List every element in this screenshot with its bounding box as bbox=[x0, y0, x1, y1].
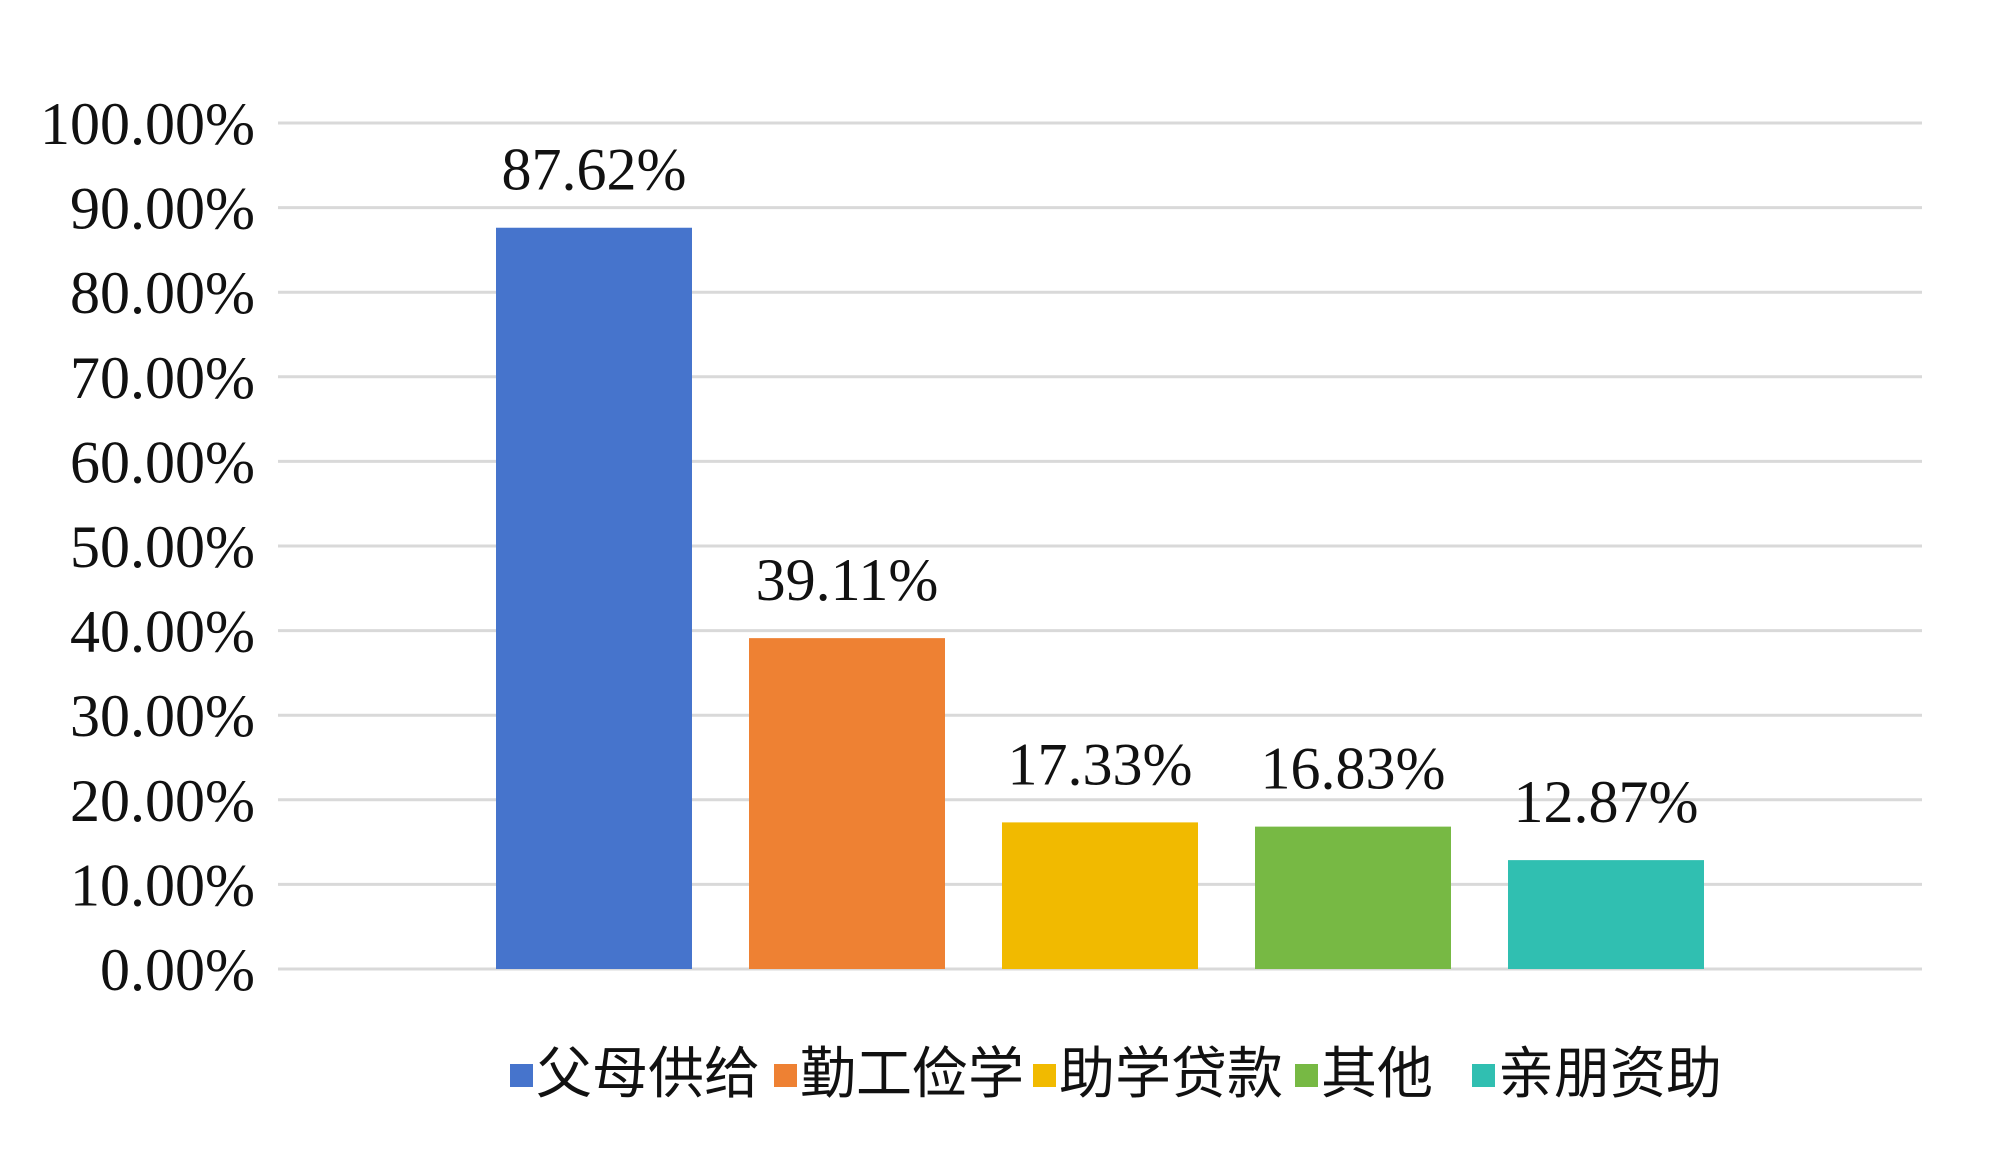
legend-item: 父母供给 bbox=[510, 1047, 760, 1103]
legend-label: 助学贷款 bbox=[1059, 1042, 1283, 1107]
legend-label: 勤工俭学 bbox=[800, 1042, 1024, 1107]
legend-item: 勤工俭学 bbox=[774, 1047, 1024, 1103]
y-tick-label: 70.00% bbox=[70, 345, 255, 411]
y-tick-label: 0.00% bbox=[100, 937, 255, 1003]
data-labels: 87.62% 39.11% 17.33% 16.83% 12.87% bbox=[502, 137, 1699, 835]
data-label-series-2: 39.11% bbox=[756, 547, 939, 613]
y-tick-label: 60.00% bbox=[70, 429, 255, 495]
y-axis-tick-labels: 0.00% 10.00% 20.00% 30.00% 40.00% 50.00% 60.00… bbox=[40, 91, 255, 1003]
y-tick-label: 80.00% bbox=[70, 260, 255, 326]
y-tick-label: 100.00% bbox=[40, 91, 255, 157]
data-label-series-5: 12.87% bbox=[1514, 769, 1699, 835]
data-label-series-3: 17.33% bbox=[1008, 731, 1193, 797]
legend-label: 父母供给 bbox=[536, 1042, 760, 1107]
bars bbox=[496, 227, 1704, 969]
legend-swatch bbox=[1472, 1063, 1495, 1087]
legend-swatch bbox=[1295, 1063, 1318, 1087]
y-tick-label: 30.00% bbox=[70, 683, 255, 749]
y-tick-label: 40.00% bbox=[70, 599, 255, 665]
bar-series-1 bbox=[496, 227, 692, 969]
data-label-series-4: 16.83% bbox=[1261, 736, 1446, 802]
bar-series-4 bbox=[1255, 826, 1451, 969]
legend-swatch bbox=[510, 1063, 533, 1087]
y-tick-label: 90.00% bbox=[70, 176, 255, 242]
bar-series-3 bbox=[1002, 822, 1198, 969]
y-tick-label: 10.00% bbox=[70, 852, 255, 918]
legend-item: 亲朋资助 bbox=[1472, 1047, 1722, 1103]
bar-series-2 bbox=[749, 638, 945, 969]
y-tick-label: 50.00% bbox=[70, 514, 255, 580]
legend-swatch bbox=[1033, 1063, 1056, 1087]
data-label-series-1: 87.62% bbox=[502, 137, 687, 203]
legend-item: 助学贷款 bbox=[1033, 1047, 1283, 1103]
legend-item: 其他 bbox=[1295, 1047, 1433, 1103]
y-tick-label: 20.00% bbox=[70, 768, 255, 834]
bar-series-5 bbox=[1508, 860, 1704, 969]
legend-label: 亲朋资助 bbox=[1498, 1042, 1722, 1107]
legend: 父母供给 勤工俭学 助学贷款 其他 亲朋资助 bbox=[510, 1035, 1722, 1115]
legend-swatch bbox=[774, 1063, 797, 1087]
legend-label: 其他 bbox=[1321, 1042, 1433, 1107]
